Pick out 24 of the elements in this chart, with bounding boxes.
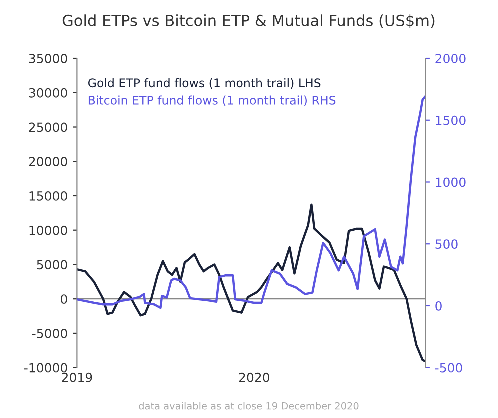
y-tick-label: -10000	[24, 363, 68, 373]
line-series	[77, 204, 426, 363]
chart-title: Gold ETPs vs Bitcoin ETP & Mutual Funds (US$m)	[62, 14, 435, 28]
y2-tick-label: 1500	[436, 116, 466, 126]
text: data available as at close 19 December 2020	[139, 402, 359, 410]
y-tick-label: -5000	[32, 328, 68, 338]
y2-tick-label: -500	[435, 363, 462, 373]
y-tick-label: 20000	[29, 157, 68, 167]
y-tick-label: 5000	[37, 260, 68, 270]
y-tick-label: 25000	[29, 122, 68, 132]
text: Bitcoin ETP fund flows (1 month trail) RHS	[88, 96, 336, 106]
x-tick-label: 2019	[62, 372, 92, 382]
y-tick-label: 10000	[30, 226, 68, 236]
y2-tick-label: 1000	[436, 178, 466, 188]
text: Gold ETP fund flows (1 month trail) LHS	[88, 78, 321, 89]
y2-tick-label: 500	[436, 240, 458, 250]
y-tick-label: 0	[61, 294, 68, 304]
y-tick-label: 35000	[29, 54, 68, 64]
y2-tick-label: 2000	[436, 54, 466, 64]
y-tick-label: 30000	[29, 88, 68, 98]
y2-tick-label: 0	[436, 301, 442, 311]
x-tick-label: 2020	[239, 372, 270, 382]
y-tick-label: 15000	[30, 191, 68, 201]
line-series	[77, 95, 426, 310]
